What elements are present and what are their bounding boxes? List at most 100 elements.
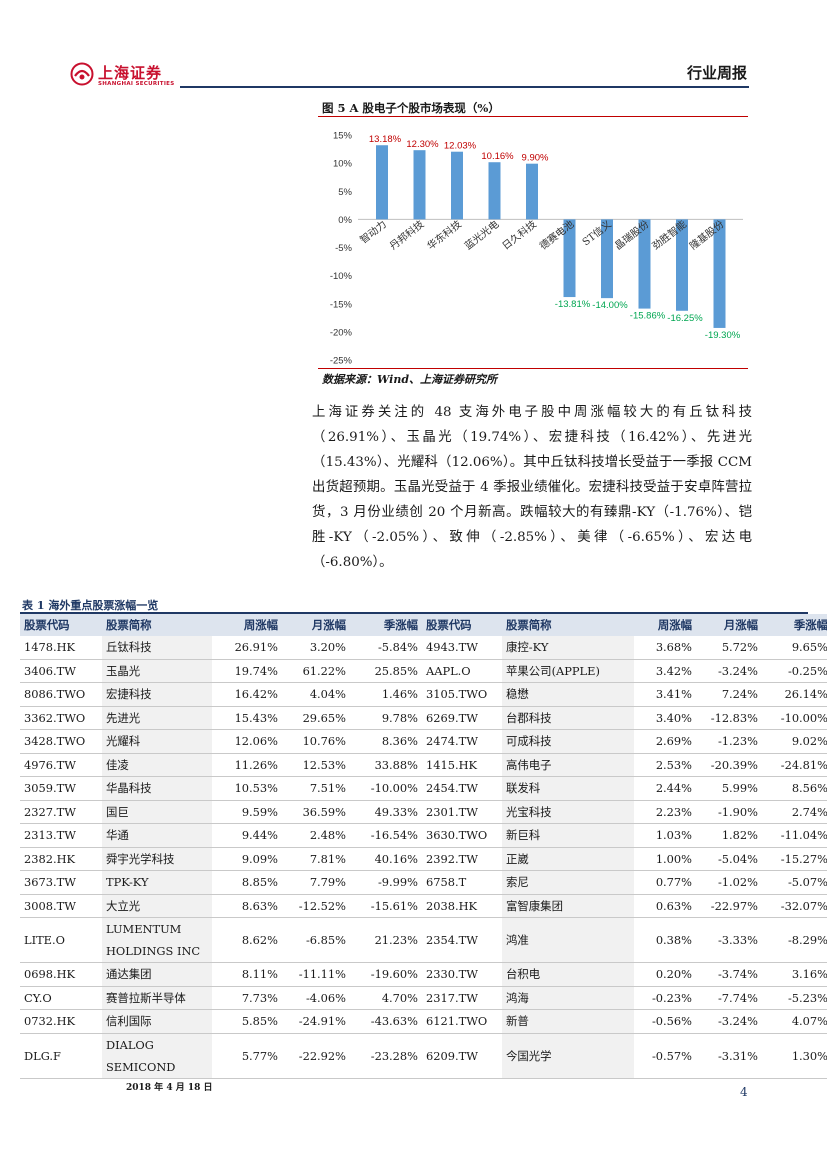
table-row: 0698.HK 通达集团 8.11% -11.11% -19.60% 2330.TW 台积电… xyxy=(20,962,827,987)
table-cell: -5.23% xyxy=(762,986,827,1010)
table-cell: 光耀科 xyxy=(102,729,212,754)
bar xyxy=(526,163,538,220)
table-cell: 2.69% xyxy=(634,729,696,754)
table-cell: 8.11% xyxy=(212,962,282,987)
table-cell: 苹果公司(APPLE) xyxy=(502,659,634,683)
table-cell: 2.44% xyxy=(634,776,696,801)
table-row: 8086.TWO 宏捷科技 16.42% 4.04% 1.46% 3105.TWO 稳懋 3.… xyxy=(20,682,827,707)
table-cell: 光宝科技 xyxy=(502,800,634,824)
table-row: 3428.TWO 光耀科 12.06% 10.76% 8.36% 2474.TW 可成科技 2… xyxy=(20,729,827,754)
table-cell: 26.14% xyxy=(762,682,827,707)
table-cell: 玉晶光 xyxy=(102,659,212,683)
table-cell: 佳凌 xyxy=(102,753,212,777)
table-cell: 9.09% xyxy=(212,847,282,871)
table-cell: 2474.TW xyxy=(422,729,502,754)
logo-emblem-icon xyxy=(70,62,94,86)
table-cell: -3.31% xyxy=(696,1033,762,1079)
table-cell: -15.61% xyxy=(350,894,422,918)
table-cell: 6121.TWO xyxy=(422,1009,502,1034)
table-cell: -10.00% xyxy=(762,706,827,730)
table-cell: 鸿准 xyxy=(502,917,634,963)
table-cell: 3.68% xyxy=(634,636,696,660)
table-cell: -15.27% xyxy=(762,847,827,871)
table-cell: 3630.TWO xyxy=(422,823,502,848)
table-cell: 2327.TW xyxy=(20,800,102,824)
table-row: 2327.TW 国巨 9.59% 36.59% 49.33% 2301.TW 光宝科技 2.2… xyxy=(20,800,827,824)
table-cell: -1.02% xyxy=(696,870,762,895)
table-cell: 1.00% xyxy=(634,847,696,871)
table-cell: 61.22% xyxy=(282,659,350,683)
table-title: 表 1 海外重点股票涨幅一览 xyxy=(22,599,159,612)
table-cell: -3.24% xyxy=(696,1009,762,1034)
table-cell: -7.74% xyxy=(696,986,762,1010)
bar xyxy=(413,150,426,220)
table-cell: -20.39% xyxy=(696,753,762,777)
table-cell: 2038.HK xyxy=(422,894,502,918)
bar xyxy=(488,162,501,220)
data-label: 12.30% xyxy=(406,139,439,150)
figure-top-rule xyxy=(318,116,748,117)
data-label: -14.00% xyxy=(592,300,628,311)
table-cell: 7.81% xyxy=(282,847,350,871)
table-cell: 11.26% xyxy=(212,753,282,777)
category-label: 智动力 xyxy=(357,217,389,246)
table-cell: 8.85% xyxy=(212,870,282,895)
table-cell: 7.51% xyxy=(282,776,350,801)
table-cell: LITE.O xyxy=(20,917,102,963)
column-header: 月涨幅 xyxy=(282,614,350,636)
column-header: 周涨幅 xyxy=(634,614,696,636)
table-cell: 新普 xyxy=(502,1009,634,1034)
y-tick-label: 5% xyxy=(338,187,352,198)
table-cell: 3406.TW xyxy=(20,659,102,683)
table-row: 3406.TW 玉晶光 19.74% 61.22% 25.85% AAPL.O 苹果公司(A… xyxy=(20,659,827,683)
table-cell: 4.07% xyxy=(762,1009,827,1034)
stock-performance-bar-chart: 15% 10% 5% 0% -5% -10% -15% -20% -25% 13.18% 智动力 12… xyxy=(330,131,743,367)
table-cell: 3.40% xyxy=(634,706,696,730)
bar xyxy=(601,219,613,299)
table-cell: -19.60% xyxy=(350,962,422,987)
table-cell: 29.65% xyxy=(282,706,350,730)
table-row: 2313.TW 华通 9.44% 2.48% -16.54% 3630.TWO 新巨科 1.0… xyxy=(20,823,827,848)
table-cell: 国巨 xyxy=(102,800,212,824)
table-cell: -0.57% xyxy=(634,1033,696,1079)
table-cell: 今国光学 xyxy=(502,1033,634,1079)
table-cell: 2.53% xyxy=(634,753,696,777)
y-tick-label: 10% xyxy=(333,159,353,170)
table-cell: 3.42% xyxy=(634,659,696,683)
table-cell: 49.33% xyxy=(350,800,422,824)
table-cell: 3428.TWO xyxy=(20,729,102,754)
table-cell: 4.04% xyxy=(282,682,350,707)
table-cell: -10.00% xyxy=(350,776,422,801)
table-cell: 联发科 xyxy=(502,776,634,801)
table-cell: 新巨科 xyxy=(502,823,634,848)
table-cell: 10.53% xyxy=(212,776,282,801)
table-cell: 5.99% xyxy=(696,776,762,801)
table-cell: 鸿海 xyxy=(502,986,634,1010)
report-type-title: 行业周报 xyxy=(686,64,747,82)
table-cell: 2330.TW xyxy=(422,962,502,987)
table-cell: -6.85% xyxy=(282,917,350,963)
table-cell: DLG.F xyxy=(20,1033,102,1079)
data-label: -13.81% xyxy=(555,299,591,310)
y-tick-label: 0% xyxy=(338,215,352,226)
table-cell: 可成科技 xyxy=(502,729,634,754)
table-cell: 25.85% xyxy=(350,659,422,683)
bar xyxy=(563,219,576,298)
table-row: CY.O 赛普拉斯半导体 7.73% -4.06% 4.70% 2317.TW 鸿海 -0.2… xyxy=(20,986,827,1010)
column-header: 季涨幅 xyxy=(762,614,827,636)
table-row: 2382.HK 舜宇光学科技 9.09% 7.81% 40.16% 2392.TW 正崴 1.… xyxy=(20,847,827,871)
table-cell: 6269.TW xyxy=(422,706,502,730)
table-cell: 1.46% xyxy=(350,682,422,707)
table-cell: 正崴 xyxy=(502,847,634,871)
table-cell: -24.91% xyxy=(282,1009,350,1034)
table-cell: 舜宇光学科技 xyxy=(102,847,212,871)
table-cell: 富智康集团 xyxy=(502,894,634,918)
table-cell: 1.82% xyxy=(696,823,762,848)
category-label: 丹邦科技 xyxy=(387,217,427,252)
y-tick-label: -15% xyxy=(330,299,353,310)
table-cell: 3.41% xyxy=(634,682,696,707)
data-label: -15.86% xyxy=(630,311,666,322)
column-header: 季涨幅 xyxy=(350,614,422,636)
table-cell: 9.02% xyxy=(762,729,827,754)
table-cell: 0.20% xyxy=(634,962,696,987)
